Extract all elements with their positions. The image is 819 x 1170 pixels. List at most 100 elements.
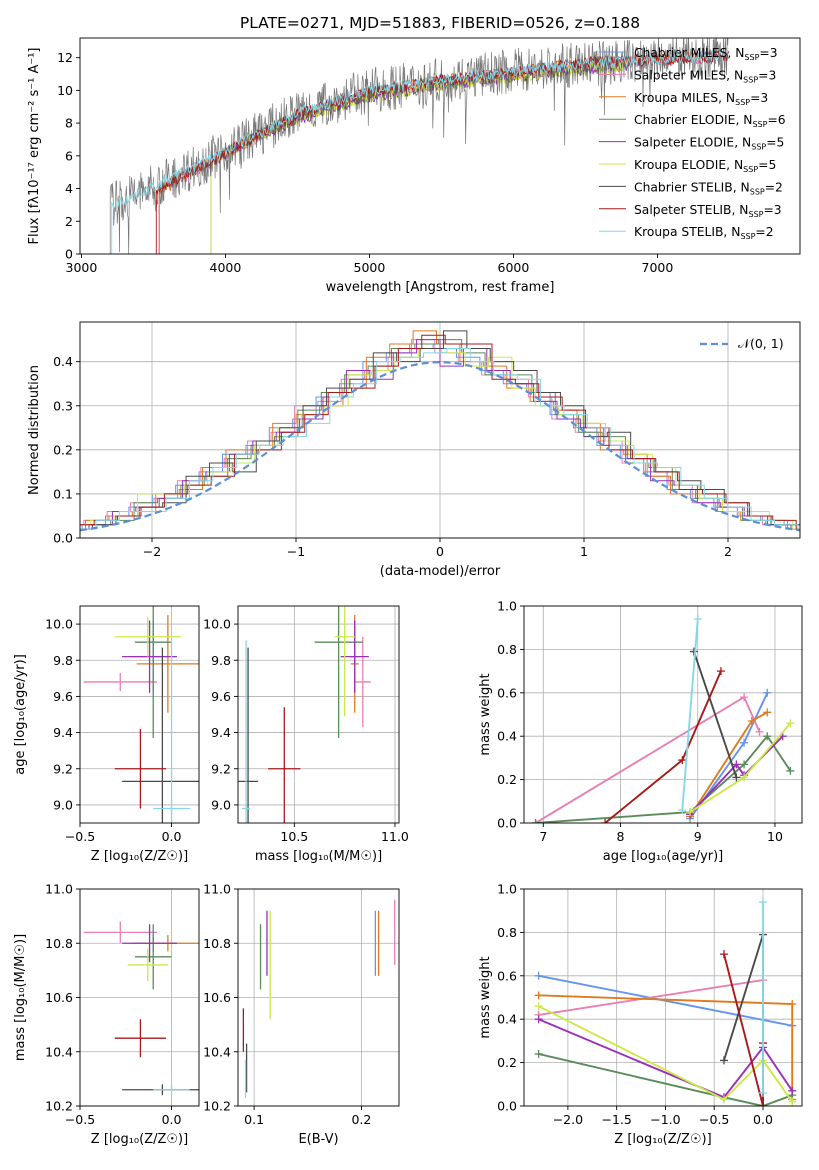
- legend-label: Salpeter ELODIE, NSSP=5: [634, 136, 784, 152]
- weight-marker: [740, 773, 749, 782]
- weight-marker: [755, 727, 764, 736]
- spectrum-series-line: [210, 60, 629, 254]
- x-axis-label: wavelength [Angstrom, rest frame]: [326, 280, 555, 295]
- y-tick-label: 0.2: [497, 1055, 517, 1070]
- y-tick-label: 10.8: [45, 936, 73, 951]
- weight-marker: [534, 1002, 543, 1011]
- x-tick-label: 7: [539, 829, 547, 844]
- mass-vs-ebv-points: [242, 899, 396, 1098]
- y-tick-label: 10: [57, 83, 73, 98]
- weight-series-line: [723, 953, 764, 1106]
- y-tick-label: 10.6: [203, 990, 231, 1005]
- y-tick-label: 9.8: [211, 653, 231, 668]
- y-tick-label: 0.6: [497, 685, 517, 700]
- x-axis-label: age [log₁₀(age/yr)]: [603, 849, 724, 864]
- y-tick-label: 10.0: [203, 617, 231, 632]
- weight-vs-Z-lines: [534, 898, 797, 1106]
- y-tick-label: 10.4: [203, 1044, 231, 1059]
- weight-marker: [740, 738, 749, 747]
- error-bar-point: [134, 606, 172, 739]
- x-tick-label: 4000: [210, 260, 242, 275]
- error-bar-point: [354, 636, 371, 728]
- histogram-series: [80, 330, 800, 530]
- y-tick-label: 10.2: [203, 1099, 231, 1114]
- weight-marker: [786, 719, 795, 728]
- x-axis-label: Z [log₁₀(Z/Z☉)]: [91, 1132, 188, 1147]
- gaussian-curve: [80, 360, 800, 532]
- weight-series-line: [692, 651, 738, 778]
- histogram-series: [80, 339, 800, 530]
- histogram-series: [80, 334, 800, 530]
- y-tick-label: 4: [65, 181, 73, 196]
- residuals-panel: −2 −1 0 1 2 0.0 0.1 0.2 0.3 0.4 (data-model)/error…: [27, 321, 801, 579]
- x-tick-label: 0.0: [753, 1112, 773, 1127]
- weight-marker: [719, 1056, 728, 1065]
- legend-label: Chabrier MILES, NSSP=3: [634, 46, 778, 62]
- weight-marker: [763, 688, 772, 697]
- histogram-series: [80, 343, 800, 530]
- error-bar-point: [122, 924, 178, 963]
- error-bar-point: [334, 606, 355, 717]
- y-tick-label: 2: [65, 214, 73, 229]
- mass-vs-Z-panel: −0.5 0.0 10.2 10.4 10.6 10.8 11.0 Z [log₁₀(Z/Z☉…: [13, 882, 200, 1147]
- x-tick-label: −0.5: [699, 1112, 729, 1127]
- y-tick-label: 10.8: [203, 936, 231, 951]
- y-tick-label: 9.4: [53, 725, 73, 740]
- axes-frame: [523, 888, 803, 1107]
- weight-marker: [758, 1102, 767, 1106]
- weight-vs-Z-panel: −2.0 −1.5 −1.0 −0.5 0.0 0.0 0.2 0.4 0.6 0.8 1.0 Z […: [478, 882, 803, 1147]
- weight-marker: [534, 991, 543, 1000]
- y-tick-label: 0.2: [53, 442, 73, 457]
- x-axis-label: mass [log₁₀(M/M☉)]: [255, 849, 382, 864]
- y-tick-label: 10.0: [45, 617, 73, 632]
- y-tick-label: 10.6: [45, 990, 73, 1005]
- x-tick-label: 9: [694, 829, 702, 844]
- age-vs-mass-panel: 10.5 11.0 9.0 9.2 9.4 9.6 9.8 10.0 mass [log₁₀(M…: [203, 605, 409, 864]
- mass-vs-Z-points: [83, 921, 199, 1096]
- y-axis-label: Flux [fλ10⁻¹⁷ erg cm⁻² s⁻¹ A⁻¹]: [27, 48, 42, 245]
- weight-marker: [758, 1088, 767, 1097]
- error-bar-point: [153, 1084, 190, 1096]
- chart-title: PLATE=0271, MJD=51883, FIBERID=0526, z=0…: [240, 14, 640, 32]
- weight-marker: [534, 1049, 543, 1058]
- y-axis-label: Normed distribution: [27, 365, 42, 495]
- error-bar-point: [314, 606, 363, 739]
- error-bar-point: [83, 672, 157, 691]
- y-tick-label: 9.6: [53, 689, 73, 704]
- weight-vs-age-lines: [531, 615, 795, 823]
- legend-label: Chabrier STELIB, NSSP=2: [634, 180, 783, 196]
- legend: Chabrier MILES, NSSP=3 Salpeter MILES, NS…: [599, 46, 786, 241]
- x-axis-label: Z [log₁₀(Z/Z☉)]: [614, 1132, 711, 1147]
- x-tick-label: 8: [617, 829, 625, 844]
- x-tick-label: 3000: [66, 260, 98, 275]
- weight-marker: [601, 819, 610, 823]
- histogram-series: [80, 339, 800, 526]
- y-tick-label: 10.2: [45, 1099, 73, 1114]
- legend-label: Salpeter MILES, NSSP=3: [634, 68, 776, 84]
- x-tick-label: 0: [436, 544, 444, 559]
- x-tick-label: 10.5: [280, 829, 308, 844]
- spectrum-lines: [109, 38, 730, 254]
- spectrum-panel: PLATE=0271, MJD=51883, FIBERID=0526, z=0…: [27, 14, 801, 295]
- x-tick-label: −0.5: [65, 829, 95, 844]
- y-tick-label: 0.2: [497, 772, 517, 787]
- y-tick-label: 8: [65, 116, 73, 131]
- y-axis-label: mass weight: [478, 956, 493, 1038]
- y-tick-label: 9.8: [53, 653, 73, 668]
- axes-frame: [237, 605, 400, 824]
- histogram-series: [80, 347, 800, 530]
- x-tick-label: 0.0: [162, 1112, 182, 1127]
- x-tick-label: −0.5: [65, 1112, 95, 1127]
- error-bar-point: [242, 640, 251, 823]
- axes-frame: [523, 605, 803, 824]
- weight-marker: [719, 1095, 728, 1104]
- y-tick-label: 0.1: [53, 486, 73, 501]
- y-tick-label: 0.0: [53, 531, 73, 546]
- y-tick-label: 0.0: [497, 816, 517, 831]
- error-bar-point: [122, 647, 199, 823]
- y-tick-label: 9.2: [211, 761, 231, 776]
- y-tick-label: 11.0: [203, 882, 231, 897]
- y-tick-label: 0.3: [53, 398, 73, 413]
- weight-marker: [732, 760, 741, 769]
- x-tick-label: −1.0: [650, 1112, 680, 1127]
